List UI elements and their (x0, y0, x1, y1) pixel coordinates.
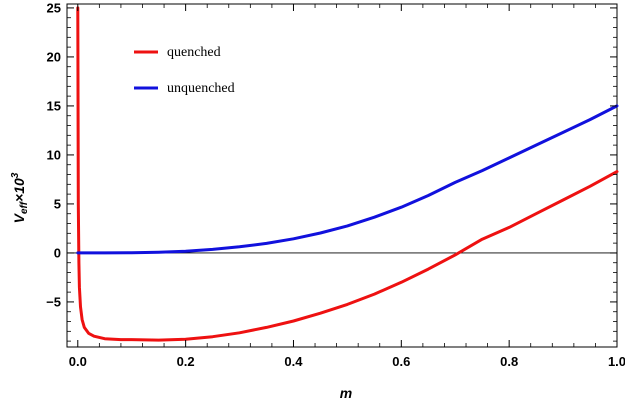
x-tick-label: 1.0 (608, 354, 625, 369)
x-tick-label: 0.2 (177, 354, 195, 369)
series-layer (76, 6, 619, 342)
y-axis-title-base: V (11, 212, 27, 223)
legend-label-unquenched: unquenched (167, 81, 235, 96)
series-line-quenched (76, 6, 619, 342)
tick-layer: 0.0 0.2 0.4 0.6 0.8 1.0 −5 0 5 10 15 20 25 (46, 0, 625, 369)
y-tick-label: −5 (46, 294, 61, 309)
x-tick-label: 0.8 (500, 354, 518, 369)
y-axis-title-sup: 3 (10, 172, 21, 178)
y-tick-label: 5 (54, 196, 61, 211)
y-tick-label: 0 (54, 245, 61, 260)
legend-label-quenched: quenched (167, 45, 221, 60)
legend: quenched unquenched (134, 45, 235, 96)
y-tick-label: 10 (47, 147, 61, 162)
series-line-unquenched (76, 104, 619, 255)
y-axis-title: Veff×103 (10, 172, 30, 223)
plot-border (66, 3, 618, 348)
y-tick-label: 15 (47, 98, 61, 113)
x-tick-label: 0.6 (392, 354, 410, 369)
plot-frame (66, 3, 618, 348)
y-tick-label: 25 (47, 0, 61, 15)
x-tick-label: 0.4 (284, 354, 303, 369)
y-tick-label: 20 (47, 49, 61, 64)
x-tick-label: 0.0 (69, 354, 87, 369)
y-axis-title-times: ×10 (11, 178, 27, 202)
x-axis-title: m (340, 385, 352, 401)
y-axis-title-sub: eff (19, 200, 30, 214)
